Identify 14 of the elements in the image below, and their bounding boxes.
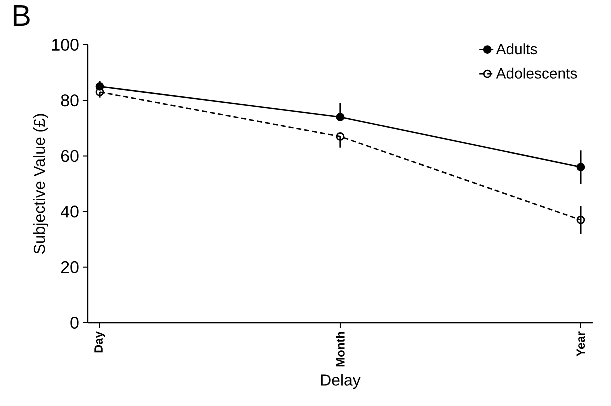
- x-axis-title: Delay: [321, 374, 361, 390]
- y-axis-title: Subjective Value (£): [34, 114, 48, 254]
- y-tick-label: 80: [61, 94, 79, 107]
- y-tick-label: 40: [61, 206, 79, 218]
- x-tick-label: Year: [576, 332, 586, 357]
- x-tick-label: Month: [336, 332, 345, 367]
- legend-label: Adults: [496, 44, 538, 55]
- y-tick-label: 0: [70, 317, 79, 329]
- y-tick-label: 100: [52, 39, 79, 51]
- chart-title: B: [14, 6, 30, 26]
- x-tick-label: Day: [94, 332, 106, 353]
- y-tick-label: 20: [61, 261, 79, 274]
- legend-label: Adolescents: [496, 68, 578, 79]
- y-tick-label: 60: [61, 150, 79, 162]
